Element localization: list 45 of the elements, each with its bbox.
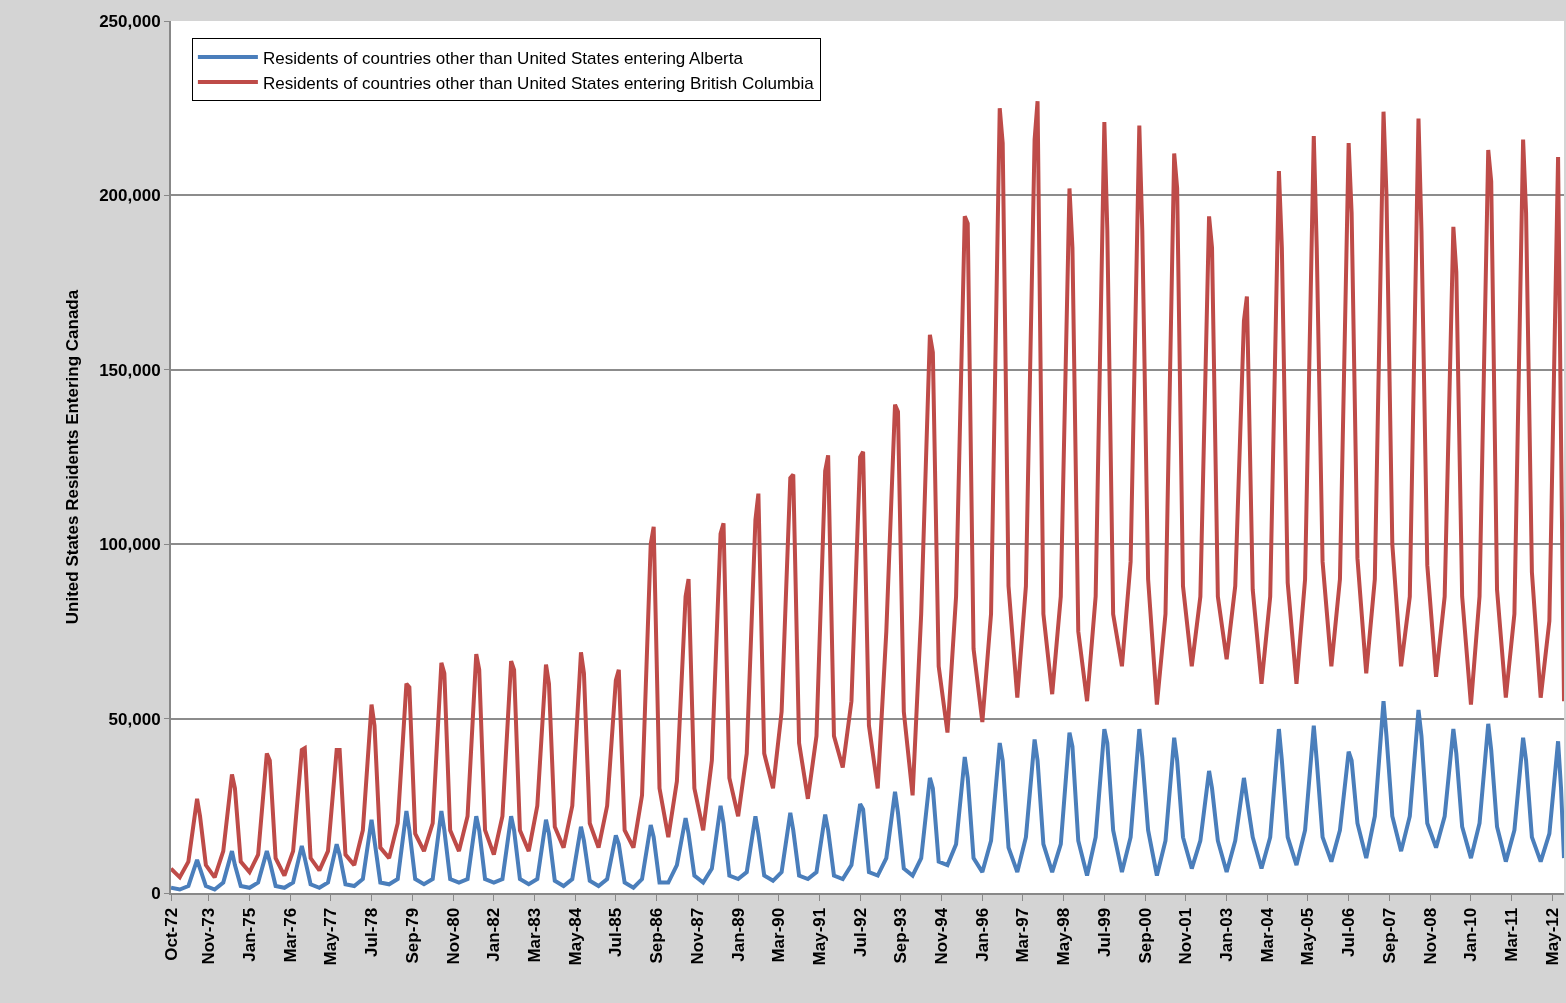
x-tick-label: Jul-92 <box>850 907 870 957</box>
x-tick-label: May-77 <box>321 907 341 966</box>
y-tick-label: 0 <box>151 883 161 903</box>
x-tick-label: Sep-79 <box>402 907 422 964</box>
x-tick-label: Jul-06 <box>1339 907 1359 957</box>
y-tick-label: 100,000 <box>99 535 161 555</box>
x-tick-label: Sep-07 <box>1379 907 1399 964</box>
x-tick-label: Jul-78 <box>362 907 382 957</box>
x-tick-label: Nov-94 <box>932 907 952 965</box>
x-tick-label: Nov-80 <box>443 907 463 965</box>
x-tick-label: Nov-73 <box>199 907 219 965</box>
y-tick-label: 150,000 <box>99 360 161 380</box>
x-tick-label: Jul-85 <box>606 907 626 957</box>
x-tick-label: Nov-01 <box>1176 907 1196 965</box>
x-tick-label: Oct-72 <box>161 907 181 961</box>
x-tick-label: Nov-87 <box>687 907 707 965</box>
x-tick-label: Mar-83 <box>524 907 544 963</box>
x-tick-label: Mar-11 <box>1501 907 1521 962</box>
x-tick-label: Jan-89 <box>728 907 748 962</box>
x-tick-label: Sep-86 <box>647 907 667 964</box>
x-tick-label: Jan-75 <box>240 907 260 962</box>
legend-label: Residents of countries other than United States entering British Columbia <box>262 73 815 93</box>
x-tick-label: Mar-04 <box>1257 907 1277 963</box>
x-tick-label: May-84 <box>565 907 585 966</box>
x-tick-label: Jul-99 <box>1094 907 1114 957</box>
line-series <box>171 99 1564 880</box>
x-tick-label: Jan-96 <box>972 907 992 962</box>
y-axis-title: United States Residents Entering Canada <box>63 289 83 625</box>
legend-label: Residents of countries other than United States entering Alberta <box>262 48 744 68</box>
x-tick-label: Nov-08 <box>1420 907 1440 965</box>
y-tick-label: 250,000 <box>99 11 161 31</box>
x-tick-label: May-05 <box>1298 907 1318 966</box>
x-tick-label: Sep-93 <box>891 907 911 964</box>
x-tick-label: May-91 <box>809 907 829 966</box>
x-tick-label: Mar-97 <box>1013 907 1033 963</box>
x-tick-label: Sep-00 <box>1135 907 1155 964</box>
x-tick-label: Mar-90 <box>769 907 789 963</box>
x-tick-label: Jan-82 <box>484 907 504 962</box>
x-tick-label: Jan-03 <box>1217 907 1237 962</box>
x-tick-label: May-12 <box>1542 907 1562 966</box>
y-tick-label: 50,000 <box>108 709 161 729</box>
x-tick-label: May-98 <box>1054 907 1074 966</box>
x-tick-label: Mar-76 <box>280 907 300 963</box>
x-tick-label: Jan-10 <box>1461 907 1481 962</box>
y-tick-label: 200,000 <box>99 186 161 206</box>
